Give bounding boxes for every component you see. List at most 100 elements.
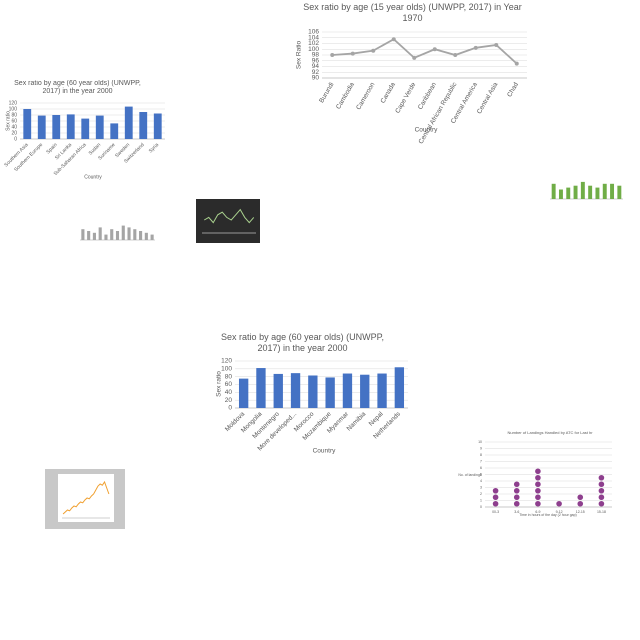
x-tick-label: Canada	[380, 81, 398, 105]
bar	[360, 374, 370, 408]
y-tick-label: 94	[312, 63, 320, 70]
dot	[535, 487, 541, 494]
x-axis-label: Country	[415, 127, 439, 134]
bar	[37, 115, 46, 139]
x-axis-label: Country	[84, 174, 102, 180]
x-tick-label: Syria	[148, 142, 160, 154]
point	[432, 47, 437, 52]
dot	[492, 500, 499, 507]
y-tick-label: 60	[225, 381, 233, 388]
y-axis-label: Sex ratio	[216, 371, 223, 397]
point	[330, 53, 335, 57]
dot	[598, 500, 605, 507]
title-box: Number of Landings Handled by ATC for La…	[507, 431, 593, 435]
x-axis-label: Country	[313, 448, 337, 455]
title-box: Sex ratio by age (60 year olds) (UNWPP, …	[221, 332, 384, 353]
y-tick-label: 100	[221, 366, 232, 373]
y-tick-label: 80	[11, 112, 17, 118]
x-tick-label: 6-9	[535, 510, 540, 514]
chart-title: Sex ratio by age (15 year olds) (UNWPP, …	[303, 2, 522, 23]
dot	[598, 494, 605, 501]
bar	[602, 183, 607, 199]
bar	[153, 113, 162, 139]
dot	[535, 500, 541, 507]
y-tick-label: 1	[480, 498, 482, 502]
dot	[535, 474, 541, 481]
y-tick-label: 40	[225, 389, 233, 396]
chart-background	[196, 199, 260, 243]
dot-column	[492, 487, 499, 507]
bar	[558, 189, 563, 199]
y-tick-label: 0	[480, 505, 482, 509]
y-tick-label: 10	[478, 440, 482, 444]
y-tick-label: 96	[312, 57, 320, 64]
y-tick-label: 9	[480, 446, 482, 450]
x-tick-label: 15-18	[597, 510, 606, 514]
x-tick-label: Cape Verde	[394, 81, 417, 115]
bar	[566, 187, 571, 199]
bar	[95, 115, 104, 139]
y-tick-label: 0	[228, 405, 232, 412]
bar	[144, 232, 148, 240]
title-box: Sex ratio by age (15 year olds) (UNWPP, …	[303, 2, 522, 23]
chart-title: Number of Landings Handled by ATC for La…	[507, 431, 593, 435]
dot	[598, 487, 605, 494]
point	[453, 53, 458, 57]
bar	[127, 227, 131, 240]
bar	[588, 185, 593, 199]
bar	[81, 229, 85, 240]
dot	[513, 500, 520, 507]
bar	[115, 231, 120, 240]
y-tick-label: 102	[308, 40, 319, 47]
x-tick-label: 3-6	[514, 510, 519, 514]
line	[203, 208, 255, 224]
dot	[513, 487, 520, 494]
bar	[580, 181, 585, 199]
y-tick-label: 8	[480, 453, 482, 457]
bar	[342, 373, 353, 408]
bar	[595, 187, 600, 199]
bar	[23, 109, 32, 139]
x-tick-label: 00-3	[492, 510, 499, 514]
dot	[513, 494, 520, 501]
chart-title: Sex ratio by age (60 year olds) (UNWPP, …	[221, 332, 384, 353]
x-tick-label: Central Asia	[476, 81, 500, 115]
y-tick-label: 60	[11, 118, 17, 124]
bar	[610, 183, 615, 199]
y-tick-label: 4	[480, 479, 482, 483]
y-tick-label: 120	[9, 100, 18, 106]
bar	[238, 378, 249, 408]
bar	[308, 375, 318, 408]
dot	[556, 500, 562, 507]
bar	[256, 368, 266, 408]
y-tick-label: 2	[480, 492, 482, 496]
y-tick-label: 20	[11, 130, 17, 136]
chart-title: Sex ratio by age (60 year olds) (UNWPP, …	[14, 80, 141, 96]
bar	[52, 115, 61, 139]
bar	[133, 229, 137, 240]
line	[62, 480, 110, 515]
x-tick-label: Chad	[506, 81, 520, 98]
point	[350, 51, 355, 56]
y-tick-label: 100	[308, 46, 319, 53]
bar	[139, 112, 148, 139]
bar	[124, 106, 133, 139]
x-tick-label: Burundi	[318, 81, 335, 104]
x-tick-label: Central African Republic	[418, 81, 459, 146]
point	[391, 37, 396, 42]
bar	[273, 373, 283, 408]
point	[371, 48, 376, 53]
dot	[535, 481, 541, 488]
y-tick-label: 90	[312, 75, 320, 82]
point	[412, 55, 417, 60]
x-tick-label: Caribbean	[417, 81, 438, 111]
title-box: Sex ratio by age (60 year olds) (UNWPP, …	[14, 80, 141, 96]
bar	[617, 185, 622, 199]
dot	[535, 468, 541, 475]
y-tick-label: 5	[480, 472, 482, 476]
bar	[81, 118, 90, 139]
x-tick-label: Cameroon	[355, 81, 376, 111]
bar	[139, 231, 143, 240]
bar	[66, 114, 75, 139]
